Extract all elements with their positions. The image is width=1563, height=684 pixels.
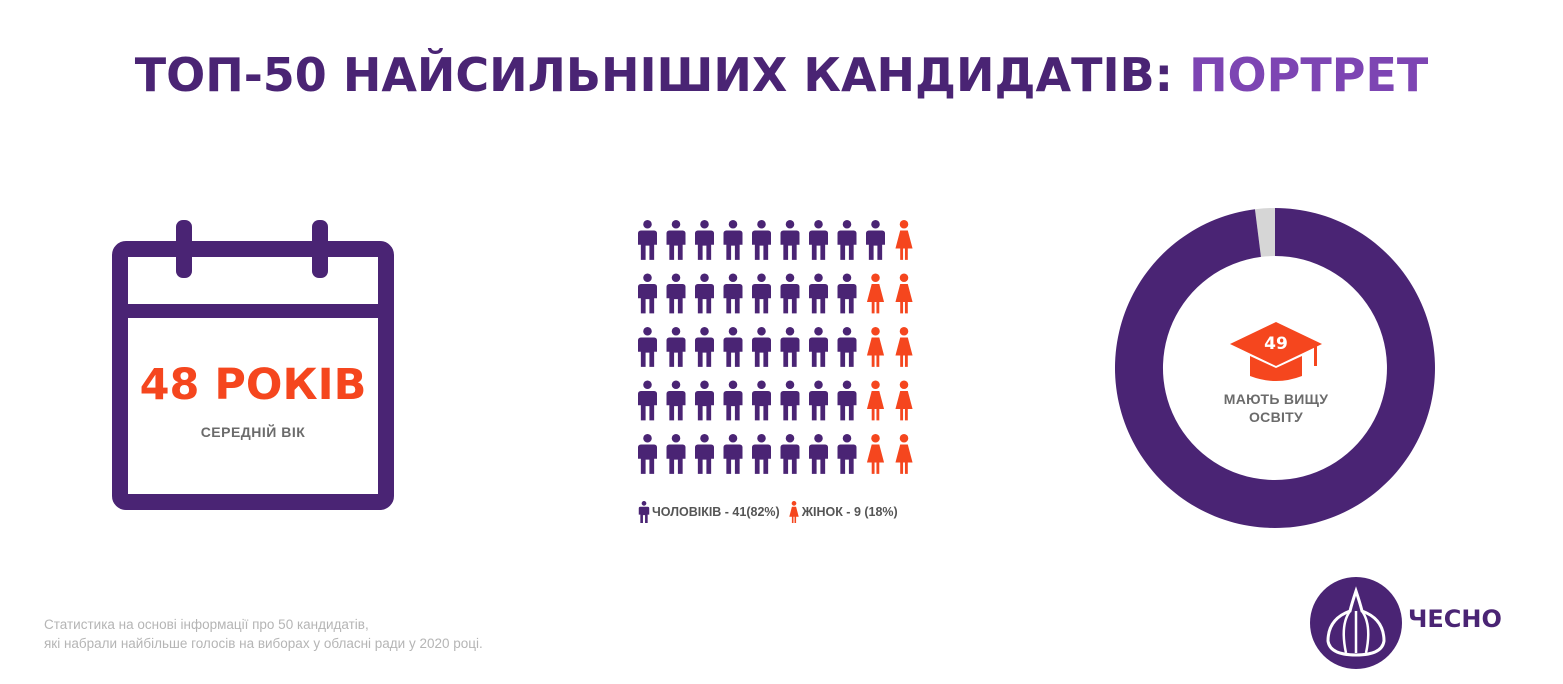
average-age-label: СЕРЕДНІЙ ВІК: [200, 424, 306, 440]
male-person-icon: [752, 380, 771, 421]
higher-education-label: МАЮТЬ ВИЩУ ОСВІТУ: [1223, 391, 1329, 425]
male-person-icon: [723, 327, 743, 367]
legend-item-women: ЖІНОК - 9 (18%): [788, 501, 898, 523]
gender-pictogram: [638, 220, 913, 474]
male-person-icon: [666, 220, 686, 260]
male-person-icon: [866, 220, 885, 260]
male-person-icon: [723, 434, 743, 474]
male-person-icon: [666, 273, 686, 314]
other-education-slice: [1254, 208, 1275, 257]
male-person-icon: [638, 380, 657, 421]
male-person-icon: [752, 220, 771, 260]
female-person-icon: [895, 434, 913, 474]
male-person-icon: [837, 220, 857, 260]
male-person-icon: [695, 327, 714, 367]
male-person-icon: [666, 380, 686, 421]
higher-education-count: 49: [1264, 334, 1288, 354]
male-person-icon: [809, 380, 828, 421]
male-person-icon: [809, 434, 828, 474]
female-person-icon: [866, 273, 885, 314]
male-person-icon: [780, 434, 800, 474]
female-person-icon: [866, 380, 885, 421]
male-person-icon: [723, 273, 743, 314]
legend-men-label: ЧОЛОВІКІВ - 41(82%): [652, 505, 780, 519]
education-donut-chart: [1114, 208, 1435, 528]
male-person-icon: [638, 220, 657, 260]
male-person-icon: [837, 434, 857, 474]
higher-education-slice: [1114, 208, 1435, 528]
male-person-icon: [695, 220, 714, 260]
title-accent: ПОРТРЕТ: [1189, 48, 1429, 102]
male-person-icon: [695, 380, 714, 421]
page-title: ТОП-50 НАЙСИЛЬНІШИХ КАНДИДАТІВ: ПОРТРЕТ: [0, 48, 1563, 102]
gender-legend: ЧОЛОВІКІВ - 41(82%) ЖІНОК - 9 (18%): [638, 500, 898, 524]
male-person-icon: [837, 380, 857, 421]
footnote: Статистика на основі інформації про 50 к…: [44, 615, 744, 653]
male-person-icon: [638, 273, 657, 314]
male-person-icon: [695, 273, 714, 314]
male-person-icon: [837, 273, 857, 314]
female-person-icon: [866, 434, 885, 474]
male-person-icon: [752, 434, 771, 474]
female-person-icon: [788, 501, 799, 523]
male-person-icon: [638, 434, 657, 474]
female-person-icon: [895, 273, 913, 314]
graduation-cap-icon: 49: [1230, 322, 1322, 381]
male-person-icon: [695, 434, 714, 474]
logo-text: ЧЕСНО: [1408, 605, 1502, 633]
average-age-value: 48 РОКІВ: [139, 360, 367, 410]
legend-item-men: ЧОЛОВІКІВ - 41(82%): [638, 501, 780, 523]
male-person-icon: [780, 380, 800, 421]
male-person-icon: [723, 220, 743, 260]
title-main: ТОП-50 НАЙСИЛЬНІШИХ КАНДИДАТІВ:: [134, 48, 1174, 102]
female-person-icon: [895, 327, 913, 367]
male-person-icon: [666, 434, 686, 474]
male-person-icon: [780, 327, 800, 367]
male-person-icon: [638, 501, 650, 523]
female-person-icon: [866, 327, 885, 367]
footnote-line-2: які набрали найбільше голосів на виборах…: [44, 636, 483, 651]
male-person-icon: [809, 273, 828, 314]
footnote-line-1: Статистика на основі інформації про 50 к…: [44, 617, 369, 632]
male-person-icon: [780, 273, 800, 314]
male-person-icon: [752, 327, 771, 367]
calendar-icon: [112, 220, 394, 510]
male-person-icon: [723, 380, 743, 421]
male-person-icon: [837, 327, 857, 367]
male-person-icon: [780, 220, 800, 260]
legend-women-label: ЖІНОК - 9 (18%): [801, 505, 898, 519]
female-person-icon: [895, 220, 913, 260]
male-person-icon: [809, 327, 828, 367]
garlic-logo-icon: [1310, 577, 1402, 669]
male-person-icon: [752, 273, 771, 314]
female-person-icon: [895, 380, 913, 421]
male-person-icon: [666, 327, 686, 367]
male-person-icon: [638, 327, 657, 367]
male-person-icon: [809, 220, 828, 260]
